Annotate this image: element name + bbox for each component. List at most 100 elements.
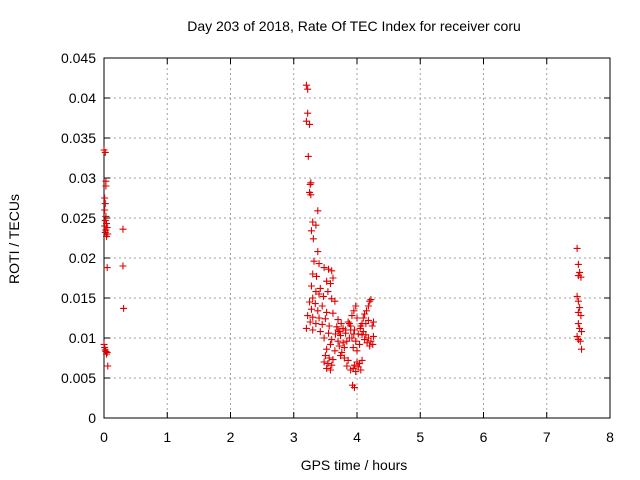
data-point	[314, 207, 322, 215]
data-point	[350, 384, 358, 392]
data-point	[366, 297, 374, 305]
data-point	[325, 354, 333, 362]
data-point	[337, 352, 345, 360]
data-point	[334, 337, 342, 345]
data-point	[320, 264, 328, 272]
y-tick-label: 0.03	[69, 170, 96, 186]
data-point	[315, 260, 323, 268]
grid	[104, 58, 610, 418]
data-point	[367, 296, 375, 304]
y-tick-label: 0.04	[69, 90, 96, 106]
data-point	[576, 324, 584, 332]
data-point	[329, 309, 337, 317]
data-point	[102, 212, 110, 220]
data-point	[573, 332, 581, 340]
data-point	[302, 324, 310, 332]
data-point	[309, 294, 317, 302]
data-point	[304, 109, 312, 117]
data-point	[352, 302, 360, 310]
data-point	[103, 232, 111, 240]
data-point	[329, 356, 337, 364]
data-point	[320, 334, 328, 342]
data-point	[333, 323, 341, 331]
data-point	[350, 307, 358, 315]
data-point	[103, 348, 111, 356]
data-point	[119, 262, 127, 270]
data-point	[347, 326, 355, 334]
data-point	[573, 292, 581, 300]
x-tick-label: 6	[480, 429, 488, 445]
data-point	[309, 270, 317, 278]
data-point	[335, 342, 343, 350]
data-point	[323, 277, 331, 285]
data-point	[310, 257, 318, 265]
data-point	[314, 248, 322, 256]
data-point	[357, 366, 365, 374]
data-point	[359, 314, 367, 322]
data-point	[343, 362, 351, 370]
data-point	[353, 314, 361, 322]
data-point	[573, 244, 581, 252]
data-point	[304, 152, 312, 160]
data-point	[349, 344, 357, 352]
data-point	[304, 85, 312, 93]
y-tick-label: 0.045	[61, 50, 96, 66]
data-point	[323, 308, 331, 316]
data-point	[101, 206, 109, 214]
data-point	[318, 302, 326, 310]
data-point	[331, 330, 339, 338]
data-point	[358, 356, 366, 364]
data-point	[578, 345, 586, 353]
x-tick-label: 1	[163, 429, 171, 445]
data-point	[326, 366, 334, 374]
data-point	[364, 302, 372, 310]
y-axis-label: ROTI / TECUs	[6, 194, 22, 284]
data-point	[306, 180, 314, 188]
x-axis-label: GPS time / hours	[301, 457, 408, 473]
data-point	[101, 194, 109, 202]
x-tick-label: 3	[290, 429, 298, 445]
data-point	[309, 313, 317, 321]
data-point	[306, 318, 314, 326]
data-point	[101, 216, 109, 224]
data-point	[104, 362, 112, 370]
data-point	[323, 364, 331, 372]
data-points	[100, 81, 586, 392]
data-point	[334, 316, 342, 324]
data-point	[329, 274, 337, 282]
data-point	[331, 347, 339, 355]
data-point	[101, 148, 109, 156]
y-tick-label: 0.035	[61, 130, 96, 146]
data-point	[577, 312, 585, 320]
data-point	[344, 356, 352, 364]
data-point	[307, 191, 315, 199]
data-point	[311, 300, 319, 308]
data-point	[316, 328, 324, 336]
data-point	[307, 305, 315, 313]
data-point	[350, 330, 358, 338]
data-point	[120, 304, 128, 312]
data-point	[325, 322, 333, 330]
data-point	[323, 345, 331, 353]
data-point	[574, 297, 582, 305]
data-point	[369, 340, 377, 348]
data-point	[344, 318, 352, 326]
data-point	[328, 267, 336, 275]
y-tick-label: 0.01	[69, 330, 96, 346]
y-tick-label: 0.015	[61, 290, 96, 306]
data-point	[325, 329, 333, 337]
data-point	[319, 292, 327, 300]
data-point	[369, 318, 377, 326]
data-point	[352, 368, 360, 376]
data-point	[352, 337, 360, 345]
data-point	[578, 328, 586, 336]
data-point	[353, 347, 361, 355]
data-point	[338, 348, 346, 356]
data-point	[324, 360, 332, 368]
data-point	[358, 331, 366, 339]
data-point	[335, 328, 343, 336]
data-point	[357, 322, 365, 330]
data-point	[362, 307, 370, 315]
data-point	[345, 334, 353, 342]
data-point	[306, 120, 314, 128]
